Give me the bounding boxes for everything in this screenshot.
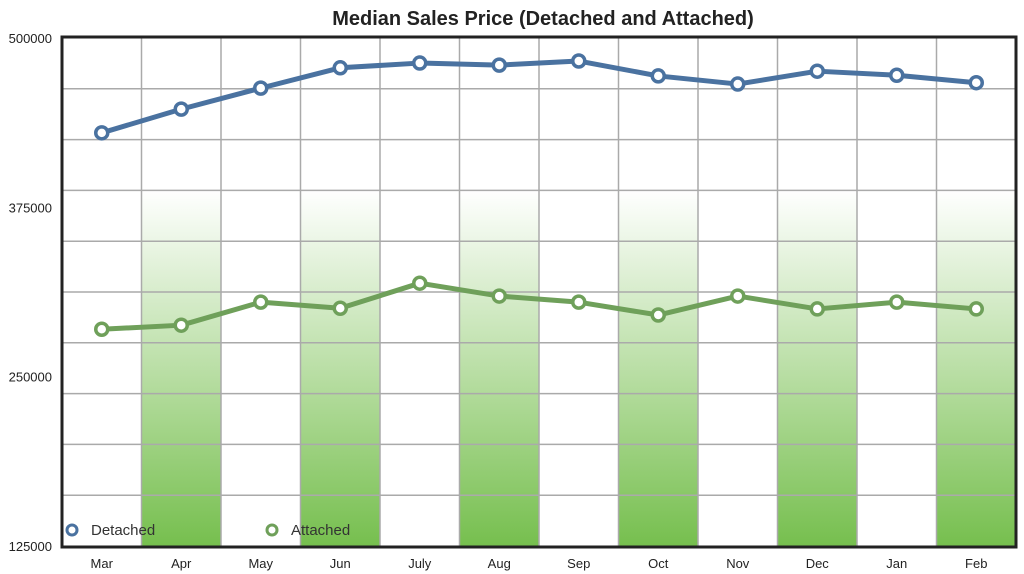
data-point-detached — [253, 80, 269, 96]
data-point-attached — [889, 294, 905, 310]
data-point-attached — [491, 288, 507, 304]
plot-frame — [60, 35, 1018, 549]
data-point-attached — [332, 300, 348, 317]
x-tick-label: July — [408, 556, 432, 571]
data-point-attached — [809, 301, 825, 317]
data-point-attached — [650, 307, 666, 323]
x-tick-label: Aug — [488, 556, 511, 571]
legend-marker-detached — [65, 523, 79, 537]
legend: Detached Attached — [65, 522, 350, 539]
x-tick-label: Jun — [330, 556, 351, 571]
x-tick-label: Jan — [886, 556, 907, 571]
column-band — [141, 190, 221, 546]
data-point-detached — [809, 63, 825, 79]
y-tick-label: 375000 — [9, 200, 52, 215]
data-point-detached — [650, 68, 666, 84]
column-band — [777, 190, 857, 546]
y-tick-label: 125000 — [9, 539, 52, 554]
column-band — [300, 190, 380, 546]
x-tick-label: Dec — [806, 556, 830, 571]
data-point-attached — [968, 301, 984, 317]
legend-label-attached: Attached — [291, 522, 350, 539]
column-band — [936, 190, 1016, 546]
data-point-detached — [173, 101, 189, 117]
x-tick-label: Apr — [171, 556, 192, 571]
data-point-attached — [94, 321, 110, 338]
data-point-attached — [730, 288, 746, 304]
column-band — [459, 190, 539, 546]
y-tick-label: 250000 — [9, 370, 52, 385]
data-point-detached — [491, 57, 507, 73]
x-tick-label: Sep — [567, 556, 590, 571]
data-point-detached — [889, 67, 905, 84]
data-point-attached — [571, 294, 587, 310]
series-line-attached — [101, 280, 977, 332]
data-point-detached — [571, 53, 587, 69]
y-tick-label: 500000 — [9, 31, 52, 46]
x-tick-label: Oct — [648, 556, 669, 571]
data-point-attached — [173, 317, 189, 333]
column-band — [618, 190, 698, 546]
x-tick-label: Nov — [726, 556, 750, 571]
data-point-detached — [332, 60, 348, 76]
data-point-detached — [412, 55, 428, 71]
data-point-detached — [968, 74, 984, 91]
x-tick-label: May — [248, 556, 273, 571]
data-point-attached — [253, 294, 269, 310]
legend-marker-attached — [265, 523, 279, 537]
chart-title: Median Sales Price (Detached and Attache… — [332, 8, 754, 30]
x-tick-label: Mar — [91, 556, 114, 571]
legend-label-detached: Detached — [91, 522, 155, 539]
data-point-detached — [94, 125, 110, 141]
data-point-detached — [730, 76, 746, 92]
x-tick-label: Feb — [965, 556, 987, 571]
data-point-attached — [412, 275, 428, 291]
series-line-detached — [101, 58, 977, 136]
